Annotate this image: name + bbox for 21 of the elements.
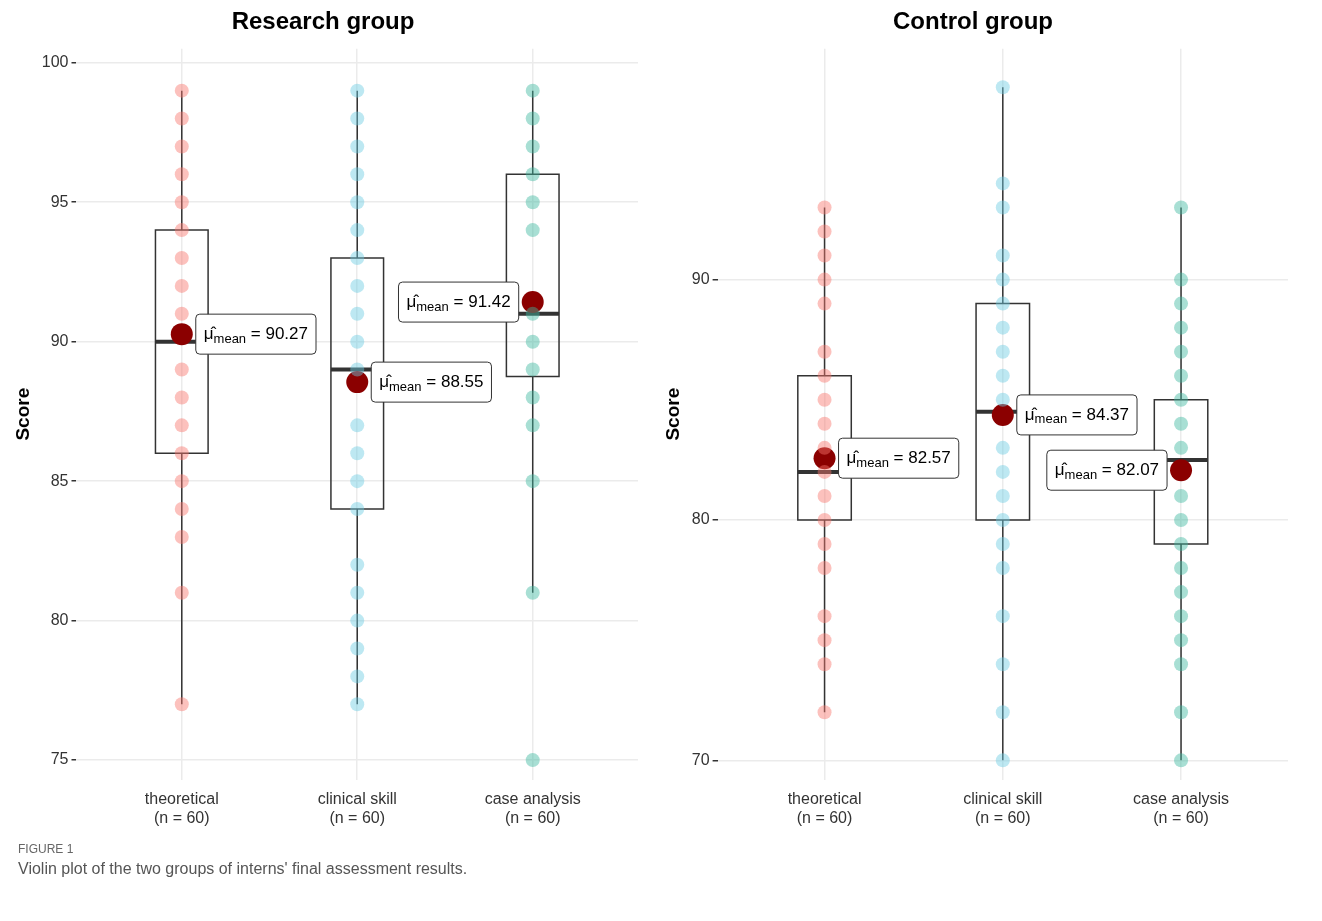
x-tick-label: clinical skill (n = 60) bbox=[317, 789, 397, 826]
x-tick-label: case analysis (n = 60) bbox=[1133, 789, 1230, 826]
y-tick-label: 80 bbox=[50, 611, 69, 629]
x-tick-label: theoretical (n = 60) bbox=[144, 789, 219, 826]
caption: FIGURE 1 bbox=[18, 842, 75, 856]
y-axis-title: Score bbox=[661, 387, 683, 441]
y-tick-label: 80 bbox=[691, 510, 710, 528]
chart-title: Research group bbox=[231, 7, 415, 35]
y-tick-label: 95 bbox=[50, 192, 69, 210]
y-tick-label: 85 bbox=[50, 471, 69, 489]
chart-title: Control group bbox=[893, 7, 1053, 35]
y-tick-label: 70 bbox=[691, 750, 710, 768]
y-tick-label: 75 bbox=[50, 750, 69, 768]
y-tick-label: 90 bbox=[691, 269, 710, 287]
x-tick-label: clinical skill (n = 60) bbox=[963, 789, 1043, 826]
y-tick-label: 100 bbox=[41, 53, 69, 71]
y-tick-label: 90 bbox=[50, 332, 69, 350]
y-axis-title: Score bbox=[11, 387, 33, 441]
x-tick-label: theoretical (n = 60) bbox=[787, 789, 862, 826]
x-tick-label: case analysis (n = 60) bbox=[484, 789, 581, 826]
text: Violin plot of the two groups of interns' final assessment results. bbox=[18, 860, 469, 878]
